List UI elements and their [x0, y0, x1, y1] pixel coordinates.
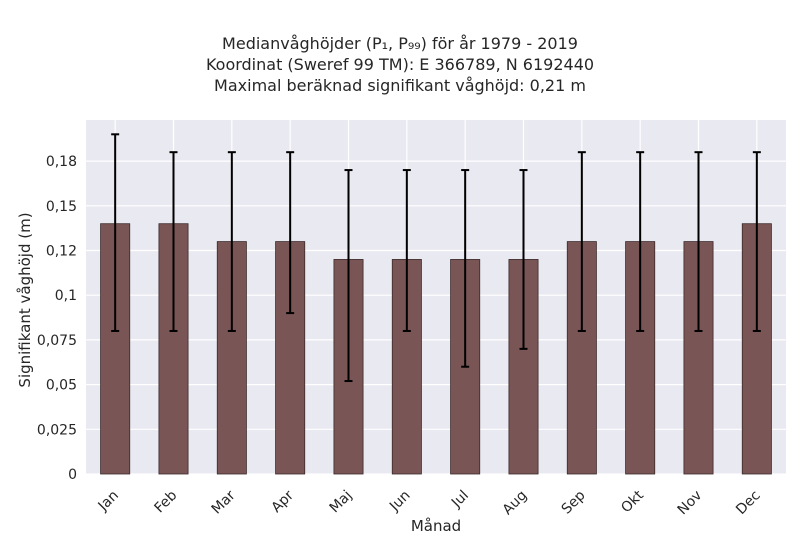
- y-tick-label: 0,18: [46, 154, 77, 170]
- y-tick-label: 0,075: [37, 333, 77, 349]
- chart-title-line-3: Maximal beräknad signifikant våghöjd: 0,…: [214, 76, 586, 95]
- x-tick-label: Jun: [386, 488, 413, 515]
- y-tick-label: 0,15: [46, 199, 77, 215]
- x-tick-label: Jul: [448, 488, 472, 512]
- x-tick-label: Apr: [269, 487, 298, 516]
- y-axis-label: Signifikant våghöjd (m): [16, 212, 34, 387]
- y-tick-label: 0,05: [46, 378, 77, 394]
- chart-title: Medianvåghöjder (P₁, P₉₉) för år 1979 - …: [0, 33, 800, 96]
- x-tick-label: Jan: [95, 488, 122, 515]
- x-axis-label: Månad: [411, 517, 461, 535]
- chart-title-line-1: Medianvåghöjder (P₁, P₉₉) för år 1979 - …: [222, 34, 578, 53]
- error-bars: [111, 133, 761, 383]
- y-tick-label: 0,025: [37, 422, 77, 438]
- x-tick-label: Maj: [327, 488, 356, 517]
- y-tick-label: 0,12: [46, 244, 77, 260]
- x-axis-ticks: Jan Feb Mar Apr Maj Jun Jul Aug Sep Okt Nov Dec: [95, 487, 764, 518]
- x-tick-label: Okt: [618, 487, 647, 516]
- x-tick-label: Nov: [675, 488, 706, 519]
- plot-background: [86, 120, 786, 474]
- y-tick-label: 0,1: [55, 288, 77, 304]
- x-tick-label: Mar: [209, 487, 239, 517]
- x-tick-label: Aug: [500, 488, 531, 519]
- chart-title-line-2: Koordinat (Sweref 99 TM): E 366789, N 61…: [205, 55, 595, 74]
- x-tick-label: Sep: [559, 487, 589, 517]
- x-tick-label: Dec: [733, 488, 763, 518]
- y-axis-ticks: 0 0,025 0,05 0,075 0,1 0,12 0,15 0,18: [37, 154, 77, 483]
- x-tick-label: Feb: [151, 487, 180, 516]
- y-tick-label: 0: [68, 467, 77, 483]
